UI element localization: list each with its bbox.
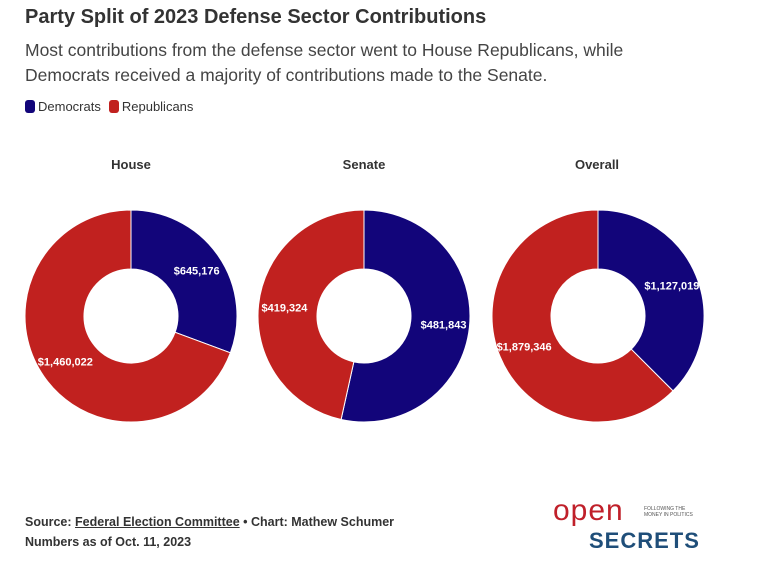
chart-title: Party Split of 2023 Defense Sector Contr… (25, 6, 487, 28)
legend: Democrats Republicans (25, 99, 201, 114)
slice-label-overall-democrats: $1,127,019 (644, 280, 699, 292)
donut-title-senate: Senate (342, 157, 386, 172)
slice-senate-democrats[interactable] (340, 209, 471, 423)
slice-overall-republicans[interactable] (491, 209, 674, 423)
legend-item-republicans[interactable]: Republicans (108, 99, 194, 114)
slice-label-house-republicans: $1,460,022 (38, 357, 93, 369)
logo-open-text: open (553, 494, 624, 527)
slice-senate-republicans[interactable] (257, 209, 365, 421)
opensecrets-logo[interactable]: open Following the money in politics SEC… (553, 494, 703, 555)
footer-date-note: Numbers as of Oct. 11, 2023 (25, 535, 192, 549)
slice-label-house-democrats: $645,176 (174, 265, 220, 277)
source-prefix: Source: (25, 515, 76, 529)
source-link[interactable]: Federal Election Committee (75, 515, 240, 529)
slice-overall-democrats[interactable] (597, 209, 705, 392)
logo-secrets-text: SECRETS (589, 528, 700, 553)
chart-subtitle: Most contributions from the defense sect… (25, 38, 725, 88)
slice-house-republicans[interactable] (24, 209, 232, 423)
slice-label-senate-republicans: $419,324 (262, 302, 309, 314)
slice-label-senate-democrats: $481,843 (421, 320, 467, 332)
legend-swatch-democrats (25, 100, 35, 113)
slice-house-democrats[interactable] (130, 209, 238, 354)
footer-source-line: Source: Federal Election Committee • Cha… (25, 512, 394, 532)
footer: Source: Federal Election Committee • Cha… (25, 512, 394, 552)
subtitle-line-2: Democrats received a majority of contrib… (25, 65, 548, 85)
chart-credit: • Chart: Mathew Schumer (239, 515, 395, 529)
legend-label-republicans: Republicans (121, 99, 194, 114)
legend-item-democrats[interactable]: Democrats (25, 99, 101, 114)
donut-title-overall: Overall (574, 157, 620, 172)
subtitle-line-1: Most contributions from the defense sect… (25, 40, 624, 60)
legend-label-democrats: Democrats (38, 99, 101, 114)
slice-label-overall-republicans: $1,879,346 (497, 342, 552, 354)
logo-tagline: Following the money in politics (644, 506, 693, 518)
legend-swatch-republicans (108, 100, 119, 113)
donut-title-house: House (111, 157, 151, 172)
